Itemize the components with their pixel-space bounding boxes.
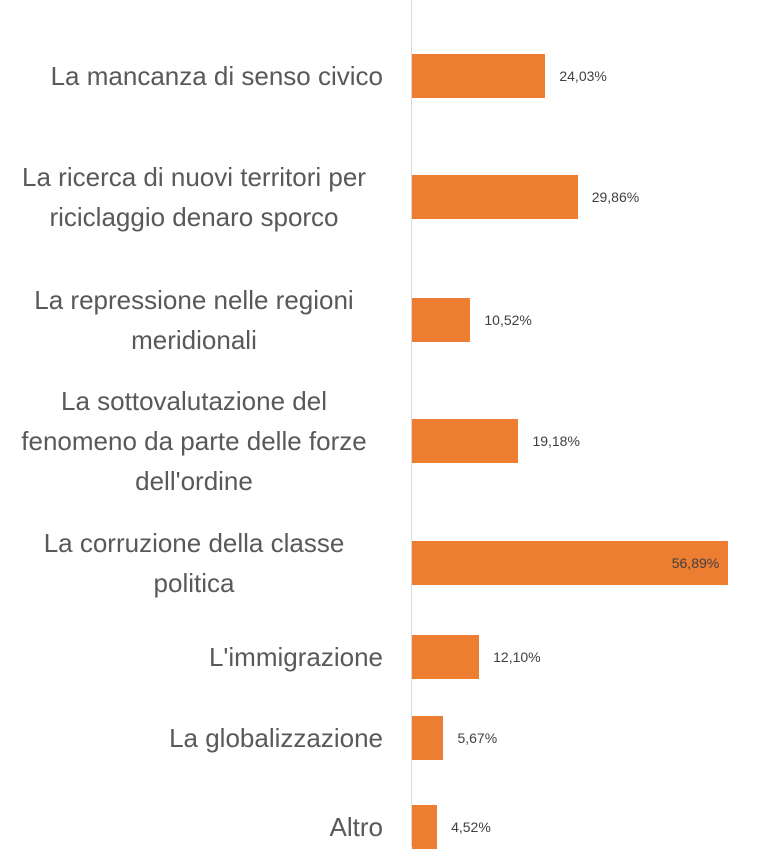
data-label: 4,52% (451, 819, 491, 835)
category-label-box: L'immigrazione (0, 637, 383, 677)
bar (412, 175, 578, 219)
data-label: 19,18% (532, 433, 580, 449)
category-label: La globalizzazione (169, 723, 383, 753)
data-label: 56,89% (671, 555, 720, 571)
category-label-box: Altro (0, 807, 383, 847)
category-label: Altro (329, 812, 383, 842)
category-label-box: La repressione nelle regioni meridionali (0, 280, 383, 360)
category-label-box: La globalizzazione (0, 718, 383, 758)
data-label: 24,03% (559, 68, 607, 84)
category-label-box: La ricerca di nuovi territori per ricicl… (0, 157, 383, 237)
bar (412, 419, 519, 463)
data-label: 12,10% (493, 649, 541, 665)
data-label: 5,67% (457, 730, 498, 746)
category-label-box: La sottovalutazione del fenomeno da part… (0, 381, 383, 501)
data-label: 29,86% (591, 189, 640, 205)
category-label: L'immigrazione (208, 642, 383, 672)
bar (412, 716, 444, 760)
axis-line (411, 0, 412, 847)
data-label: 10,52% (484, 312, 532, 328)
category-label-box: La corruzione della classe politica (0, 523, 383, 603)
bar (412, 805, 438, 849)
category-label-box: La mancanza di senso civico (0, 56, 383, 96)
category-label: La corruzione della classe politica (43, 528, 345, 598)
category-label: La sottovalutazione del fenomeno da part… (21, 386, 367, 496)
bar (412, 541, 728, 585)
category-label: La ricerca di nuovi territori per ricicl… (22, 162, 366, 232)
bar (412, 54, 546, 98)
bar (412, 298, 471, 342)
category-label: La repressione nelle regioni meridionali (34, 285, 354, 355)
bar (412, 635, 480, 679)
category-label: La mancanza di senso civico (50, 61, 383, 91)
